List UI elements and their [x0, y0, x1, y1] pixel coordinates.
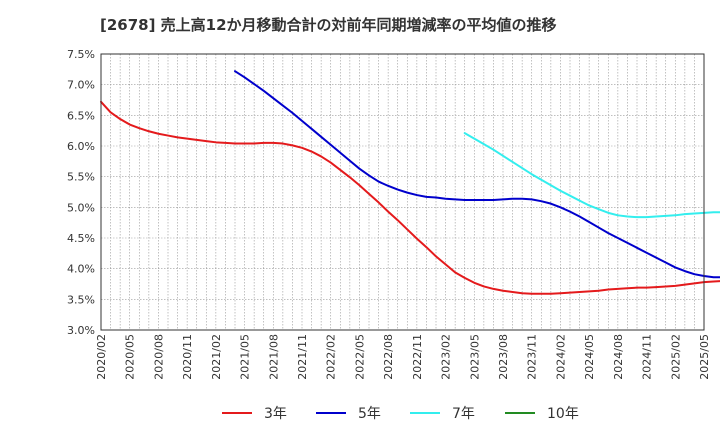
legend: 3年 5年 7年 10年 — [222, 406, 579, 422]
x-tick-label: 2020/08 — [152, 334, 165, 380]
y-tick-label: 7.0% — [67, 79, 95, 92]
y-tick-label: 6.0% — [67, 140, 95, 153]
x-tick-label: 2025/05 — [698, 334, 711, 380]
x-tick-label: 2025/02 — [669, 334, 682, 380]
x-tick-label: 2020/05 — [124, 334, 137, 380]
y-tick-label: 4.5% — [67, 232, 95, 245]
x-tick-label: 2020/02 — [95, 334, 108, 380]
legend-label: 3年 — [264, 406, 287, 422]
y-tick-label: 6.5% — [67, 109, 95, 122]
x-tick-label: 2024/11 — [641, 334, 654, 380]
y-axis: 3.0% 3.5% 4.0% 4.5% 5.0% 5.5% 6.0% 6.5% 7.0% 7.5% — [67, 48, 95, 337]
x-tick-label: 2022/08 — [382, 334, 395, 380]
y-tick-label: 3.0% — [67, 324, 95, 337]
chart-title: [2678] 売上高12か月移動合計の対前年同期増減率の平均値の推移 — [100, 16, 557, 34]
x-tick-label: 2022/11 — [411, 334, 424, 380]
x-tick-label: 2023/02 — [440, 334, 453, 380]
x-tick-label: 2021/02 — [210, 334, 223, 380]
series-line-3年 — [100, 100, 720, 295]
legend-label: 5年 — [358, 406, 381, 422]
x-tick-label: 2021/11 — [296, 334, 309, 380]
x-tick-label: 2022/05 — [353, 334, 366, 380]
plot-area-border — [100, 53, 705, 331]
y-tick-label: 5.0% — [67, 201, 95, 214]
y-tick-label: 4.0% — [67, 263, 95, 276]
x-tick-label: 2024/08 — [612, 334, 625, 380]
x-tick-label: 2023/05 — [468, 334, 481, 380]
x-tick-label: 2020/11 — [181, 334, 194, 380]
y-tick-label: 7.5% — [67, 48, 95, 61]
x-tick-label: 2022/02 — [325, 334, 338, 380]
x-tick-label: 2021/05 — [239, 334, 252, 380]
x-tick-label: 2023/11 — [526, 334, 539, 380]
legend-label: 7年 — [452, 406, 475, 422]
x-tick-label: 2023/08 — [497, 334, 510, 380]
series-layer — [100, 70, 720, 295]
x-tick-label: 2024/05 — [583, 334, 596, 380]
series-line-5年 — [234, 70, 720, 279]
legend-label: 10年 — [547, 406, 579, 422]
x-tick-label: 2024/02 — [554, 334, 567, 380]
x-tick-label: 2021/08 — [267, 334, 280, 380]
y-tick-label: 3.5% — [67, 293, 95, 306]
y-tick-label: 5.5% — [67, 171, 95, 184]
x-axis: 2020/02 2020/05 2020/08 2020/11 2021/02 2021/… — [95, 334, 711, 380]
